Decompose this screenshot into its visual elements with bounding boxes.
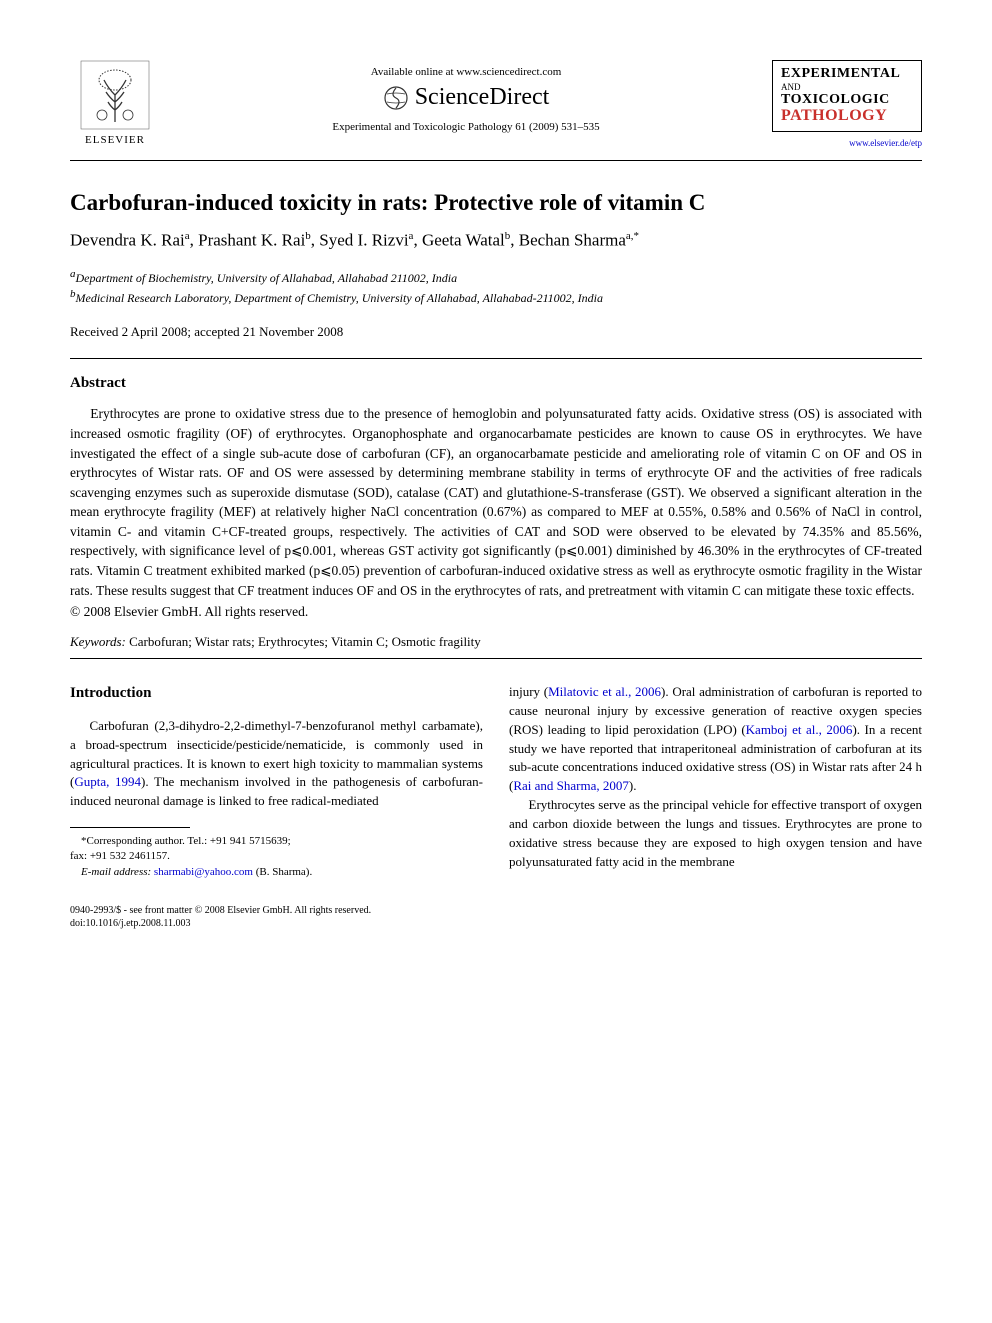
sciencedirect-text: ScienceDirect <box>415 84 550 111</box>
sciencedirect-logo: ScienceDirect <box>160 84 772 111</box>
journal-logo: EXPERIMENTAL AND TOXICOLOGIC PATHOLOGY <box>772 60 922 132</box>
introduction-heading: Introduction <box>70 683 483 705</box>
right-column: injury (Milatovic et al., 2006). Oral ad… <box>509 683 922 880</box>
two-column-body: Introduction Carbofuran (2,3-dihydro-2,2… <box>70 683 922 880</box>
citation-milatovic-2006[interactable]: Milatovic et al., 2006 <box>548 684 661 699</box>
header-divider <box>70 160 922 161</box>
header-row: ELSEVIER Available online at www.science… <box>70 60 922 148</box>
corresponding-author-footnote: *Corresponding author. Tel.: +91 941 571… <box>70 834 483 880</box>
keywords-label: Keywords: <box>70 634 126 649</box>
citation-rai-sharma-2007[interactable]: Rai and Sharma, 2007 <box>513 778 629 793</box>
abstract-top-divider <box>70 358 922 359</box>
footnote-email-label: E-mail address: <box>81 866 151 878</box>
journal-logo-line3: TOXICOLOGIC <box>781 93 913 108</box>
citation-kamboj-2006[interactable]: Kamboj et al., 2006 <box>746 722 853 737</box>
affiliations: aDepartment of Biochemistry, University … <box>70 267 922 307</box>
footer-line2: doi:10.1016/j.etp.2008.11.003 <box>70 917 922 930</box>
footer-info: 0940-2993/$ - see front matter © 2008 El… <box>70 904 922 930</box>
journal-logo-line1: EXPERIMENTAL <box>781 67 913 82</box>
intro-para-left: Carbofuran (2,3-dihydro-2,2-dimethyl-7-b… <box>70 717 483 811</box>
received-accepted-dates: Received 2 April 2008; accepted 21 Novem… <box>70 324 922 340</box>
abstract-bottom-divider <box>70 658 922 659</box>
abstract-text: Erythrocytes are prone to oxidative stre… <box>70 404 922 600</box>
footnote-email-person: (B. Sharma). <box>253 866 312 878</box>
footnote-email-line: E-mail address: sharmabi@yahoo.com (B. S… <box>70 865 483 880</box>
header-center: Available online at www.sciencedirect.co… <box>160 60 772 133</box>
journal-logo-line2: AND <box>781 83 913 92</box>
footnote-divider <box>70 827 190 828</box>
abstract-copyright: © 2008 Elsevier GmbH. All rights reserve… <box>70 604 922 620</box>
elsevier-logo-block: ELSEVIER <box>70 60 160 146</box>
footer-line1: 0940-2993/$ - see front matter © 2008 El… <box>70 904 922 917</box>
footnote-corresponding: *Corresponding author. Tel.: +91 941 571… <box>70 834 483 849</box>
intro-para-right-2: Erythrocytes serve as the principal vehi… <box>509 796 922 871</box>
journal-logo-block: EXPERIMENTAL AND TOXICOLOGIC PATHOLOGY w… <box>772 60 922 148</box>
intro-r1-post: ). <box>629 778 637 793</box>
authors-line: Devendra K. Raia, Prashant K. Raib, Syed… <box>70 230 922 251</box>
citation-gupta-1994[interactable]: Gupta, 1994 <box>74 774 141 789</box>
affiliation-line: bMedicinal Research Laboratory, Departme… <box>70 287 922 307</box>
keywords-text: Carbofuran; Wistar rats; Erythrocytes; V… <box>126 634 481 649</box>
sciencedirect-icon <box>383 85 409 111</box>
footnote-fax: fax: +91 532 2461157. <box>70 849 483 864</box>
journal-logo-line4: PATHOLOGY <box>781 108 913 125</box>
footnote-email-link[interactable]: sharmabi@yahoo.com <box>154 866 253 878</box>
journal-url[interactable]: www.elsevier.de/etp <box>772 138 922 148</box>
article-title: Carbofuran-induced toxicity in rats: Pro… <box>70 189 922 217</box>
abstract-heading: Abstract <box>70 375 922 392</box>
intro-para-right-1: injury (Milatovic et al., 2006). Oral ad… <box>509 683 922 796</box>
intro-r1-pre: injury ( <box>509 684 548 699</box>
available-online-text: Available online at www.sciencedirect.co… <box>160 66 772 78</box>
affiliation-line: aDepartment of Biochemistry, University … <box>70 267 922 287</box>
elsevier-tree-icon <box>80 60 150 130</box>
elsevier-label: ELSEVIER <box>85 134 145 146</box>
keywords-line: Keywords: Carbofuran; Wistar rats; Eryth… <box>70 634 922 650</box>
journal-reference: Experimental and Toxicologic Pathology 6… <box>160 121 772 133</box>
left-column: Introduction Carbofuran (2,3-dihydro-2,2… <box>70 683 483 880</box>
